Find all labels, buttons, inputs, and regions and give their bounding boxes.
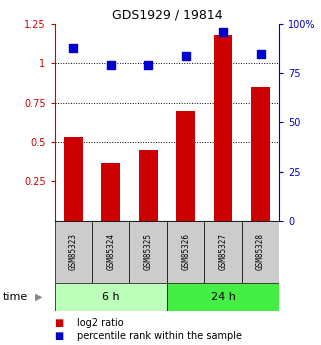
- Text: GSM85324: GSM85324: [106, 233, 115, 270]
- Point: [146, 63, 151, 68]
- Bar: [251, 87, 270, 221]
- Bar: [214, 35, 232, 221]
- Text: GSM85327: GSM85327: [219, 233, 228, 270]
- Text: ■: ■: [55, 332, 64, 341]
- Bar: [242, 221, 279, 283]
- Text: 24 h: 24 h: [211, 292, 236, 302]
- Bar: [64, 137, 83, 221]
- Point: [221, 29, 226, 35]
- Point: [108, 63, 113, 68]
- Title: GDS1929 / 19814: GDS1929 / 19814: [112, 9, 222, 22]
- Bar: [204, 221, 242, 283]
- Bar: [176, 111, 195, 221]
- Bar: [167, 283, 279, 310]
- Bar: [55, 221, 92, 283]
- Point: [71, 45, 76, 50]
- Bar: [139, 150, 158, 221]
- Text: ■: ■: [55, 318, 64, 327]
- Text: GSM85328: GSM85328: [256, 233, 265, 270]
- Text: log2 ratio: log2 ratio: [77, 318, 124, 327]
- Bar: [55, 283, 167, 310]
- Point: [183, 53, 188, 58]
- Text: percentile rank within the sample: percentile rank within the sample: [77, 332, 242, 341]
- Text: GSM85323: GSM85323: [69, 233, 78, 270]
- Bar: [101, 162, 120, 221]
- Bar: [92, 221, 129, 283]
- Bar: [167, 221, 204, 283]
- Text: GSM85325: GSM85325: [144, 233, 153, 270]
- Point: [258, 51, 263, 56]
- Text: ▶: ▶: [35, 292, 42, 302]
- Bar: [129, 221, 167, 283]
- Text: time: time: [3, 292, 29, 302]
- Text: GSM85326: GSM85326: [181, 233, 190, 270]
- Text: 6 h: 6 h: [102, 292, 119, 302]
